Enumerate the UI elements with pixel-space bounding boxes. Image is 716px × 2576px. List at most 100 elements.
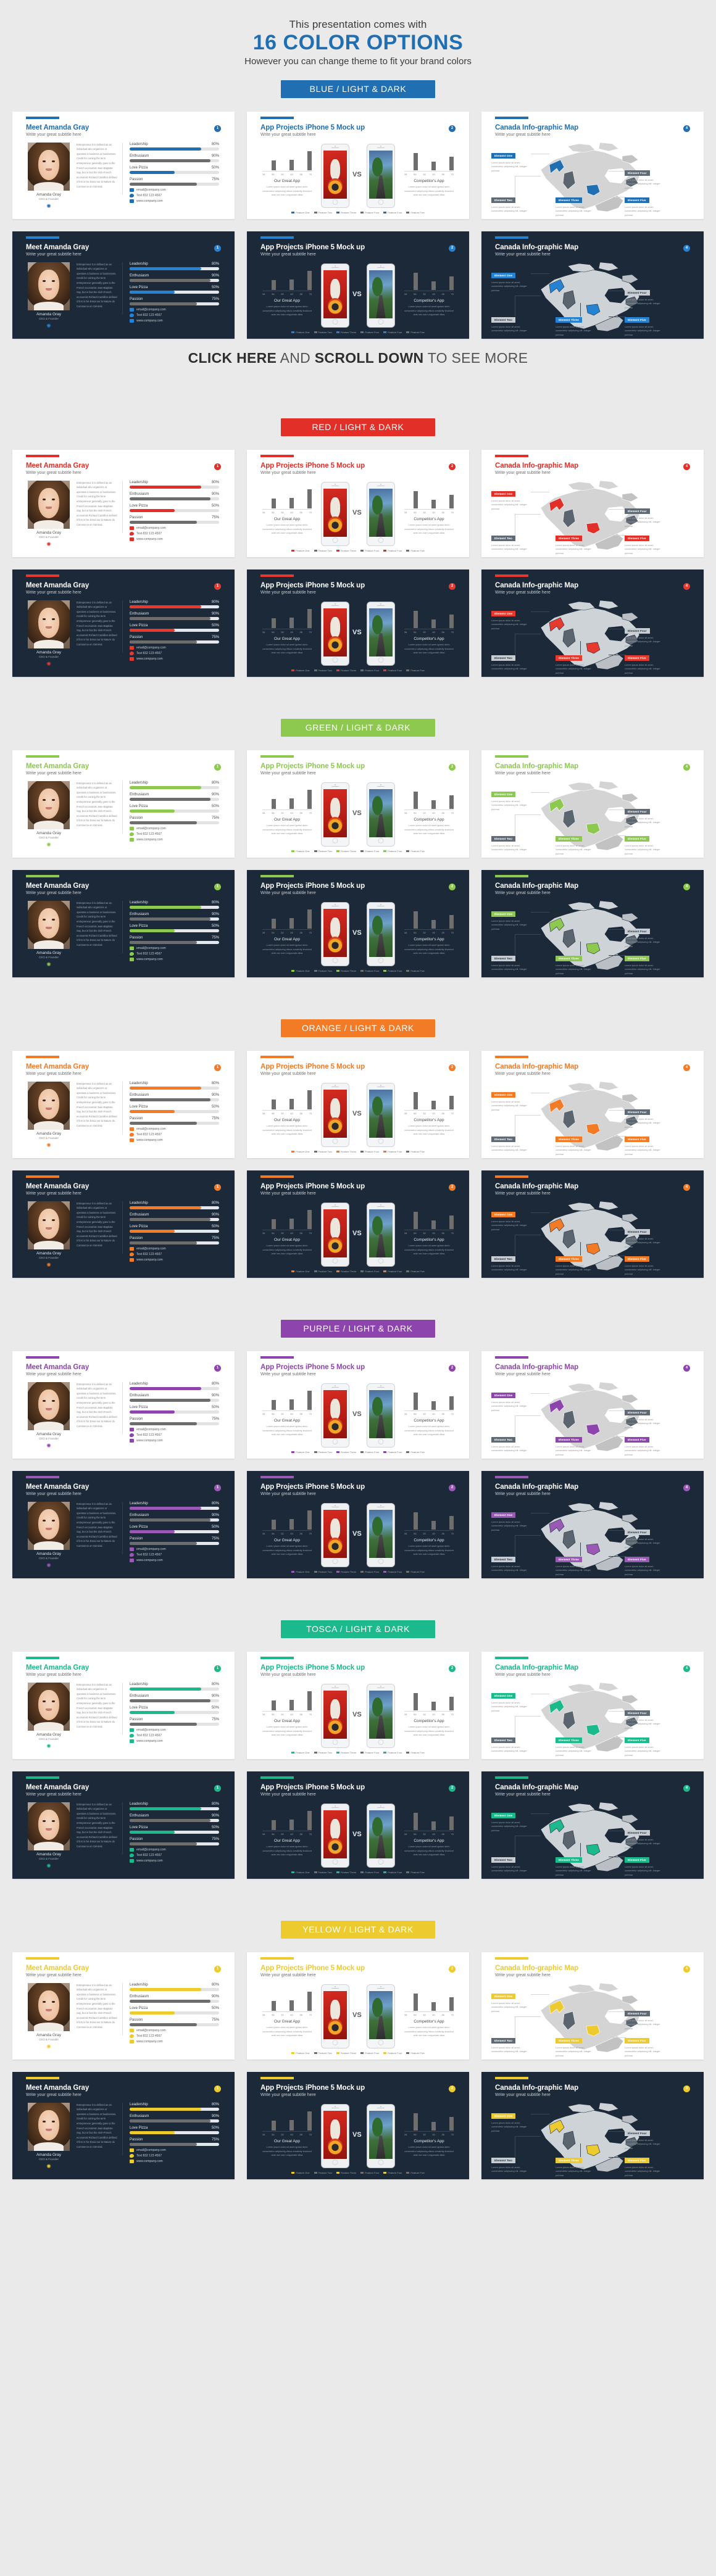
slide-app-mockup[interactable]: App Projects iPhone 5 Mock up Write your …: [247, 750, 469, 858]
slide-canada-map[interactable]: Canada Info-graphic Map Write your great …: [481, 1050, 704, 1158]
callout-tag[interactable]: Element Four: [625, 808, 650, 814]
twitter-icon[interactable]: ✺: [46, 1862, 51, 1869]
slide-canada-map[interactable]: Canada Info-graphic Map Write your great …: [481, 1170, 704, 1278]
callout-tag[interactable]: Element Two: [491, 655, 516, 661]
twitter-icon[interactable]: ✺: [46, 322, 51, 329]
callout-tag[interactable]: Element Four: [625, 2130, 650, 2136]
callout-tag[interactable]: Element Three: [556, 1436, 582, 1443]
slide-canada-map[interactable]: Canada Info-graphic Map Write your great …: [481, 231, 704, 339]
slide-app-mockup[interactable]: App Projects iPhone 5 Mock up Write your …: [247, 111, 469, 219]
slide-profile[interactable]: Meet Amanda Gray Write your great subtitl…: [12, 449, 235, 557]
callout-tag[interactable]: Element Three: [556, 1737, 582, 1743]
callout-tag[interactable]: Element Five: [625, 1436, 649, 1443]
callout-tag[interactable]: Element Three: [556, 535, 582, 541]
slide-app-mockup[interactable]: App Projects iPhone 5 Mock up Write your …: [247, 569, 469, 677]
callout-tag[interactable]: Element Four: [625, 1710, 650, 1716]
slide-profile[interactable]: Meet Amanda Gray Write your great subtitl…: [12, 1351, 235, 1459]
callout-tag[interactable]: Element Five: [625, 197, 649, 203]
callout-tag[interactable]: Element Two: [491, 2037, 516, 2044]
callout-tag[interactable]: Element Three: [556, 835, 582, 842]
slide-canada-map[interactable]: Canada Info-graphic Map Write your great …: [481, 1651, 704, 1759]
callout-tag[interactable]: Element Four: [625, 1829, 650, 1836]
slide-app-mockup[interactable]: App Projects iPhone 5 Mock up Write your …: [247, 1651, 469, 1759]
callout-tag[interactable]: Element Three: [556, 2037, 582, 2044]
callout-tag[interactable]: Element Five: [625, 2037, 649, 2044]
twitter-icon[interactable]: ✺: [46, 1141, 51, 1148]
callout-tag[interactable]: Element Two: [491, 1737, 516, 1743]
callout-tag[interactable]: Element Three: [556, 955, 582, 961]
callout-tag[interactable]: Element One: [491, 791, 516, 797]
slide-profile[interactable]: Meet Amanda Gray Write your great subtitl…: [12, 869, 235, 977]
callout-tag[interactable]: Element Three: [556, 1556, 582, 1562]
twitter-icon[interactable]: ✺: [46, 1562, 51, 1568]
twitter-icon[interactable]: ✺: [46, 660, 51, 667]
slide-profile[interactable]: Meet Amanda Gray Write your great subtitl…: [12, 1952, 235, 2060]
slide-profile[interactable]: Meet Amanda Gray Write your great subtitl…: [12, 1651, 235, 1759]
slide-app-mockup[interactable]: App Projects iPhone 5 Mock up Write your …: [247, 1470, 469, 1578]
twitter-icon[interactable]: ✺: [46, 2163, 51, 2169]
callout-tag[interactable]: Element One: [491, 1392, 516, 1398]
slide-app-mockup[interactable]: App Projects iPhone 5 Mock up Write your …: [247, 231, 469, 339]
slide-canada-map[interactable]: Canada Info-graphic Map Write your great …: [481, 2071, 704, 2179]
slide-profile[interactable]: Meet Amanda Gray Write your great subtitl…: [12, 1170, 235, 1278]
slide-profile[interactable]: Meet Amanda Gray Write your great subtitl…: [12, 569, 235, 677]
band-button-red[interactable]: RED / LIGHT & DARK: [281, 418, 435, 436]
band-button-yellow[interactable]: YELLOW / LIGHT & DARK: [281, 1920, 435, 1939]
band-button-tosca[interactable]: TOSCA / LIGHT & DARK: [281, 1620, 435, 1638]
callout-tag[interactable]: Element Four: [625, 1409, 650, 1415]
callout-tag[interactable]: Element Five: [625, 1857, 649, 1863]
callout-tag[interactable]: Element Three: [556, 655, 582, 661]
callout-tag[interactable]: Element Four: [625, 170, 650, 176]
callout-tag[interactable]: Element Two: [491, 317, 516, 323]
slide-app-mockup[interactable]: App Projects iPhone 5 Mock up Write your …: [247, 1050, 469, 1158]
callout-tag[interactable]: Element Three: [556, 1136, 582, 1142]
callout-tag[interactable]: Element Two: [491, 1256, 516, 1262]
callout-tag[interactable]: Element Two: [491, 1857, 516, 1863]
callout-tag[interactable]: Element One: [491, 1211, 516, 1217]
slide-canada-map[interactable]: Canada Info-graphic Map Write your great …: [481, 569, 704, 677]
callout-tag[interactable]: Element Five: [625, 955, 649, 961]
callout-tag[interactable]: Element Five: [625, 655, 649, 661]
callout-tag[interactable]: Element Two: [491, 835, 516, 842]
callout-tag[interactable]: Element One: [491, 1091, 516, 1098]
callout-tag[interactable]: Element Four: [625, 627, 650, 634]
twitter-icon[interactable]: ✺: [46, 1742, 51, 1749]
callout-tag[interactable]: Element One: [491, 1512, 516, 1518]
callout-tag[interactable]: Element Three: [556, 1256, 582, 1262]
slide-canada-map[interactable]: Canada Info-graphic Map Write your great …: [481, 449, 704, 557]
callout-tag[interactable]: Element One: [491, 911, 516, 917]
slide-app-mockup[interactable]: App Projects iPhone 5 Mock up Write your …: [247, 1170, 469, 1278]
callout-tag[interactable]: Element Two: [491, 2157, 516, 2163]
callout-tag[interactable]: Element One: [491, 2113, 516, 2119]
callout-tag[interactable]: Element One: [491, 491, 516, 497]
callout-tag[interactable]: Element Five: [625, 835, 649, 842]
callout-tag[interactable]: Element One: [491, 1993, 516, 1999]
twitter-icon[interactable]: ✺: [46, 1442, 51, 1449]
callout-tag[interactable]: Element Four: [625, 1228, 650, 1235]
callout-tag[interactable]: Element One: [491, 1812, 516, 1818]
slide-canada-map[interactable]: Canada Info-graphic Map Write your great …: [481, 111, 704, 219]
slide-profile[interactable]: Meet Amanda Gray Write your great subtitl…: [12, 231, 235, 339]
callout-tag[interactable]: Element Two: [491, 955, 516, 961]
callout-tag[interactable]: Element One: [491, 1692, 516, 1699]
twitter-icon[interactable]: ✺: [46, 202, 51, 209]
callout-tag[interactable]: Element Three: [556, 1857, 582, 1863]
callout-tag[interactable]: Element Five: [625, 535, 649, 541]
slide-app-mockup[interactable]: App Projects iPhone 5 Mock up Write your …: [247, 869, 469, 977]
slide-profile[interactable]: Meet Amanda Gray Write your great subtitl…: [12, 750, 235, 858]
slide-canada-map[interactable]: Canada Info-graphic Map Write your great …: [481, 1771, 704, 1879]
callout-tag[interactable]: Element Four: [625, 508, 650, 514]
slide-canada-map[interactable]: Canada Info-graphic Map Write your great …: [481, 869, 704, 977]
slide-canada-map[interactable]: Canada Info-graphic Map Write your great …: [481, 1351, 704, 1459]
slide-app-mockup[interactable]: App Projects iPhone 5 Mock up Write your …: [247, 1351, 469, 1459]
scroll-notice[interactable]: CLICK HERE AND SCROLL DOWN TO SEE MORE: [0, 339, 716, 376]
band-button-blue[interactable]: BLUE / LIGHT & DARK: [281, 80, 435, 98]
callout-tag[interactable]: Element Five: [625, 1136, 649, 1142]
callout-tag[interactable]: Element Four: [625, 2010, 650, 2016]
slide-app-mockup[interactable]: App Projects iPhone 5 Mock up Write your …: [247, 1771, 469, 1879]
callout-tag[interactable]: Element Three: [556, 317, 582, 323]
band-button-green[interactable]: GREEN / LIGHT & DARK: [281, 718, 435, 737]
callout-tag[interactable]: Element Four: [625, 1109, 650, 1115]
callout-tag[interactable]: Element Five: [625, 2157, 649, 2163]
callout-tag[interactable]: Element Two: [491, 1136, 516, 1142]
